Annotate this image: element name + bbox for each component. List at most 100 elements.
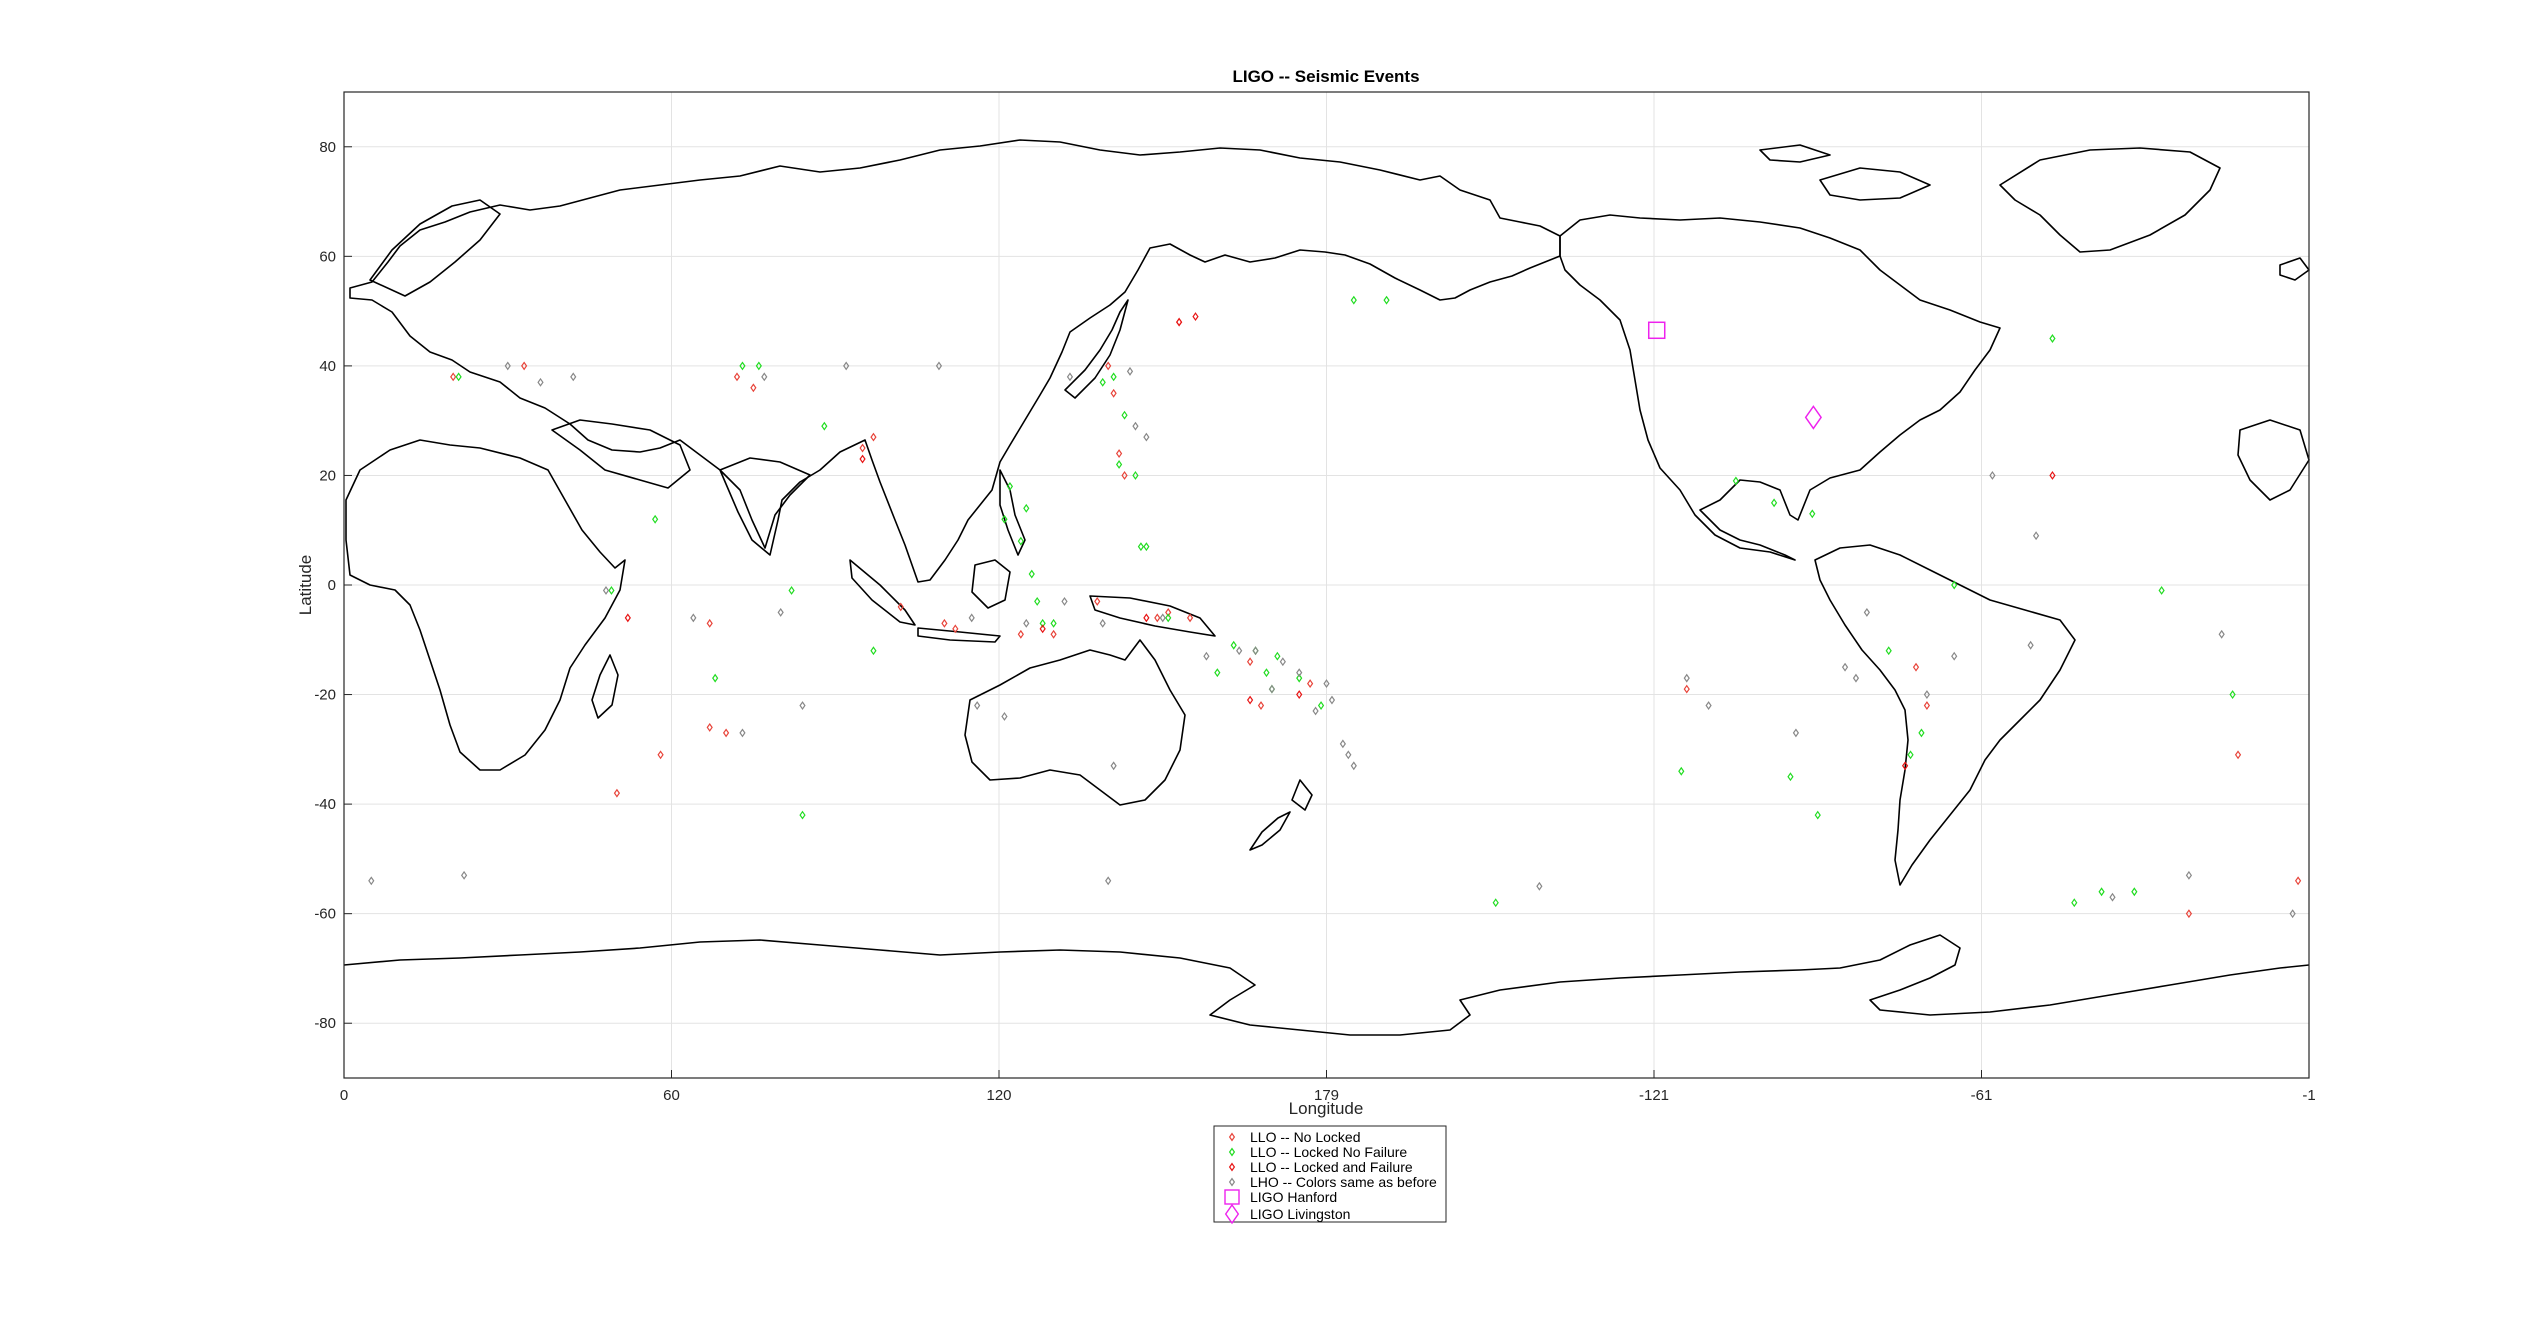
java-outline [917, 627, 1001, 643]
data-point [1028, 569, 1035, 579]
data-point [690, 613, 697, 623]
data-point [1017, 629, 1024, 639]
legend-label: LHO -- Colors same as before [1250, 1174, 1437, 1190]
data-point [1023, 618, 1030, 628]
data-point [1770, 498, 1778, 508]
data-point [1203, 651, 1210, 661]
x-tick-label: -1 [2302, 1087, 2315, 1104]
data-point [821, 421, 828, 431]
data-point [1787, 772, 1794, 782]
data-point [1323, 679, 1330, 689]
data-point [450, 372, 457, 382]
data-point [1732, 476, 1739, 486]
data-point [750, 383, 757, 393]
data-point [2289, 909, 2296, 919]
data-point [777, 607, 784, 617]
data-point [1236, 646, 1243, 656]
data-point [870, 646, 877, 656]
data-point [1214, 668, 1221, 678]
data-point [1066, 372, 1074, 382]
site-marker-livingston [1804, 405, 1822, 430]
y-tick-label: -20 [314, 687, 336, 704]
data-point [1034, 596, 1041, 606]
iceland-outline [2279, 257, 2310, 281]
data-point [1192, 312, 1199, 322]
data-point [1257, 701, 1265, 710]
data-point [897, 602, 904, 612]
data-point [2185, 909, 2193, 919]
data-point [2294, 876, 2302, 886]
data-point [1678, 766, 1685, 776]
data-point [1159, 613, 1166, 623]
data-point [1312, 706, 1319, 716]
data-point [1121, 410, 1128, 420]
data-point [1154, 613, 1161, 623]
data-point [460, 870, 468, 880]
greenland-outline [1999, 147, 2221, 253]
data-point [788, 586, 795, 595]
data-point [2032, 531, 2040, 541]
data-point [968, 613, 975, 623]
data-point [952, 624, 959, 634]
data-point [1115, 449, 1123, 458]
data-point [1143, 613, 1150, 623]
data-point [1230, 640, 1237, 650]
data-point [1951, 580, 1958, 590]
data-point [859, 443, 866, 453]
data-point [2049, 470, 2056, 480]
data-point [1296, 673, 1303, 683]
data-point [1863, 607, 1870, 617]
south-america-outline [1814, 544, 2076, 886]
data-point [1492, 898, 1499, 908]
legend-marker-diamond [1224, 1203, 1240, 1225]
data-point [1121, 470, 1128, 480]
data-point [1989, 470, 1996, 480]
data-point [1115, 460, 1123, 469]
y-tick-label: 0 [328, 577, 336, 594]
data-point [799, 810, 806, 820]
data-point [843, 361, 850, 371]
data-point [1099, 618, 1106, 628]
data-point [974, 701, 981, 710]
data-point [1383, 295, 1390, 305]
madagascar-outline [591, 654, 619, 719]
data-point [1852, 673, 1860, 683]
legend-label: LLO -- Locked No Failure [1250, 1144, 1407, 1160]
legend-label: LLO -- Locked and Failure [1250, 1159, 1413, 1175]
data-point [1296, 668, 1303, 678]
chart-title: LIGO -- Seismic Events [1232, 67, 1419, 86]
data-point [1023, 503, 1030, 513]
philippines-outline [999, 469, 1026, 556]
sumatra-outline [849, 559, 916, 626]
y-tick-labels: -80 -60 -40 -20 0 20 40 60 80 [314, 139, 352, 1032]
data-point [2098, 887, 2105, 897]
africa-outline [345, 439, 626, 771]
data-point [722, 728, 730, 738]
data-point [1001, 514, 1008, 524]
antarctica-outline [343, 934, 2310, 1036]
data-point [1110, 761, 1117, 771]
data-point [1001, 712, 1008, 721]
data-point [602, 586, 610, 595]
data-point [755, 361, 762, 371]
data-point [570, 372, 577, 382]
data-point [1017, 536, 1024, 546]
y-tick-label: -80 [314, 1015, 336, 1032]
data-point [2158, 586, 2165, 595]
y-axis-label: Latitude [296, 555, 315, 616]
data-point [1350, 761, 1357, 771]
data-point [537, 377, 544, 387]
data-point [1105, 361, 1112, 371]
data-points [368, 295, 2302, 919]
x-tick-label: -121 [1639, 1087, 1669, 1104]
data-point [1339, 739, 1346, 749]
data-point [1683, 684, 1690, 694]
grid-lines [344, 92, 2309, 1078]
data-point [733, 372, 741, 382]
data-point [1246, 657, 1254, 667]
data-point [1918, 728, 1925, 738]
data-point [1350, 295, 1357, 305]
legend-marker [1228, 1162, 1236, 1172]
